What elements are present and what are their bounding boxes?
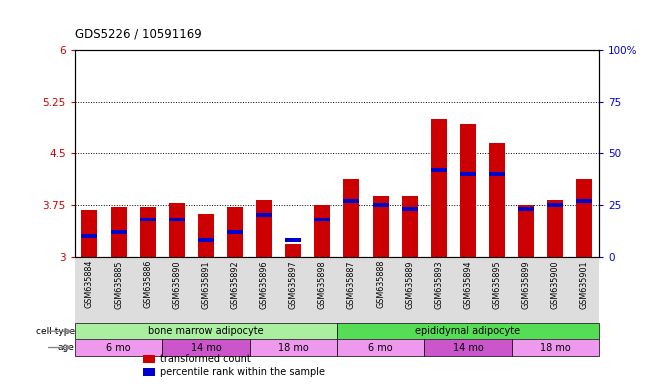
Bar (402, 196, 418, 257)
Text: GSM635887: GSM635887 (347, 260, 356, 308)
Bar (314, 218, 330, 221)
Bar (547, 200, 563, 257)
Text: 14 mo: 14 mo (191, 343, 221, 353)
Bar (227, 230, 243, 234)
Bar (198, 214, 214, 257)
Bar (547, 203, 563, 207)
Bar (337, 339, 424, 356)
Bar (81, 210, 98, 257)
Text: GDS5226 / 10591169: GDS5226 / 10591169 (75, 27, 202, 40)
Text: GSM635894: GSM635894 (464, 260, 473, 308)
Text: GSM635896: GSM635896 (260, 260, 269, 308)
Bar (402, 207, 418, 211)
Text: GSM635900: GSM635900 (551, 260, 560, 308)
Text: percentile rank within the sample: percentile rank within the sample (159, 367, 325, 377)
Bar (256, 200, 272, 257)
Bar (431, 119, 447, 257)
Bar (344, 199, 359, 203)
Bar (285, 244, 301, 257)
Text: GSM635886: GSM635886 (143, 260, 152, 308)
Bar (344, 179, 359, 257)
Text: age: age (58, 343, 75, 352)
Bar (460, 124, 476, 257)
Bar (111, 230, 126, 234)
Bar (576, 179, 592, 257)
Text: GSM635889: GSM635889 (405, 260, 414, 308)
Bar (314, 205, 330, 257)
Bar (518, 205, 534, 257)
Text: GSM635895: GSM635895 (493, 260, 501, 309)
Text: 6 mo: 6 mo (106, 343, 131, 353)
Bar (75, 339, 162, 356)
Text: GSM635899: GSM635899 (521, 260, 531, 309)
Text: cell type: cell type (36, 327, 75, 336)
Bar (227, 207, 243, 257)
Text: GSM635898: GSM635898 (318, 260, 327, 308)
Bar (518, 207, 534, 211)
Bar (431, 168, 447, 172)
Bar (143, 368, 154, 376)
Bar (162, 339, 249, 356)
Text: GSM635884: GSM635884 (85, 260, 94, 308)
Bar (489, 172, 505, 176)
Text: 18 mo: 18 mo (540, 343, 571, 353)
Bar (512, 339, 599, 356)
Bar (424, 339, 512, 356)
Bar (337, 323, 599, 339)
Bar (169, 203, 185, 257)
Bar (140, 207, 156, 257)
Bar (169, 218, 185, 221)
Bar (81, 234, 98, 238)
Text: 6 mo: 6 mo (368, 343, 393, 353)
Bar (576, 199, 592, 203)
Bar (285, 238, 301, 242)
Text: epididymal adipocyte: epididymal adipocyte (415, 326, 520, 336)
Bar (372, 203, 389, 207)
Bar (143, 356, 154, 363)
Bar (198, 238, 214, 242)
Bar (489, 143, 505, 257)
Text: GSM635901: GSM635901 (580, 260, 589, 308)
Text: GSM635885: GSM635885 (114, 260, 123, 308)
Text: GSM635891: GSM635891 (201, 260, 210, 308)
Bar (249, 339, 337, 356)
Text: 14 mo: 14 mo (452, 343, 483, 353)
Text: bone marrow adipocyte: bone marrow adipocyte (148, 326, 264, 336)
Bar (111, 207, 126, 257)
Text: GSM635890: GSM635890 (173, 260, 181, 308)
Text: GSM635892: GSM635892 (230, 260, 240, 309)
Text: GSM635888: GSM635888 (376, 260, 385, 308)
Bar (256, 214, 272, 217)
Text: GSM635897: GSM635897 (289, 260, 298, 309)
Bar (75, 323, 337, 339)
Text: transformed count: transformed count (159, 354, 251, 364)
Bar (372, 196, 389, 257)
Bar (140, 218, 156, 221)
Text: 18 mo: 18 mo (278, 343, 309, 353)
Text: GSM635893: GSM635893 (434, 260, 443, 308)
Bar (460, 172, 476, 176)
